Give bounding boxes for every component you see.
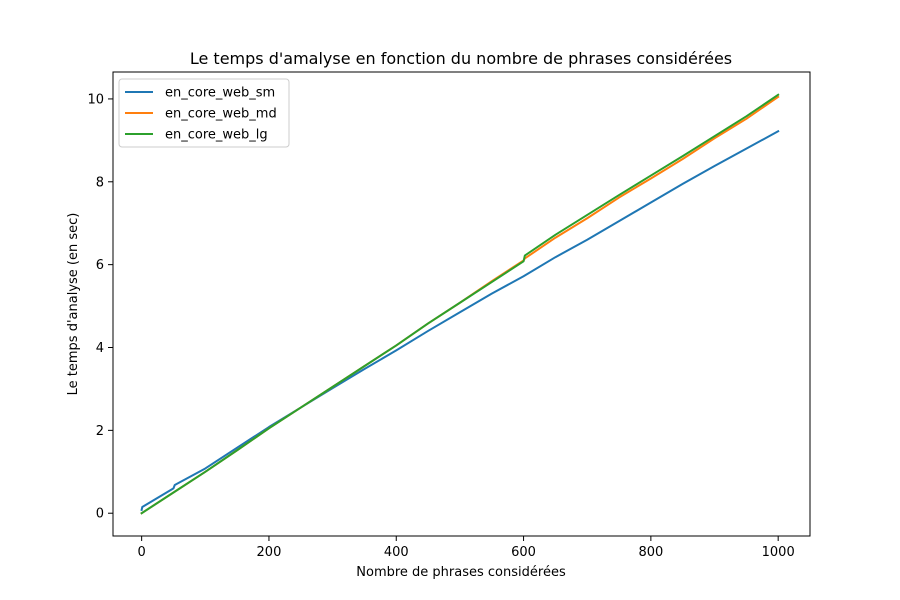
legend-label-en_core_web_lg: en_core_web_lg	[165, 128, 268, 143]
y-tick-label: 2	[96, 424, 104, 439]
legend-label-en_core_web_sm: en_core_web_sm	[165, 86, 275, 101]
y-tick-label: 10	[87, 92, 104, 107]
plot-frame	[112, 71, 811, 537]
legend-label-en_core_web_md: en_core_web_md	[165, 107, 277, 122]
x-axis: 0 200 400 600 800 1000	[138, 536, 795, 560]
y-axis-title: Le temps d'analyse (en sec)	[66, 213, 81, 396]
x-tick-label: 800	[638, 545, 663, 560]
x-tick-label: 0	[138, 545, 146, 560]
x-axis-title: Nombre de phrases considérées	[356, 565, 566, 580]
legend: en_core_web_sm en_core_web_md en_core_web_…	[118, 78, 290, 148]
legend-items: en_core_web_sm en_core_web_md en_core_web_…	[125, 86, 277, 143]
y-axis: 0 2 4 6 8 10	[87, 92, 113, 522]
y-tick-label: 4	[96, 341, 104, 356]
x-tick-label: 1000	[762, 545, 795, 560]
x-tick-label: 600	[511, 545, 536, 560]
chart-title: Le temps d'amalyse en fonction du nombre…	[190, 49, 732, 68]
x-tick-label: 200	[257, 545, 282, 560]
y-tick-label: 6	[96, 258, 104, 273]
series-layer	[140, 93, 780, 515]
series-line-en_core_web_sm	[140, 129, 780, 512]
y-tick-label: 8	[96, 175, 104, 190]
y-tick-label: 0	[96, 507, 104, 522]
series-line-en_core_web_lg	[140, 93, 780, 515]
x-tick-label: 400	[384, 545, 409, 560]
legend-box	[118, 78, 290, 148]
